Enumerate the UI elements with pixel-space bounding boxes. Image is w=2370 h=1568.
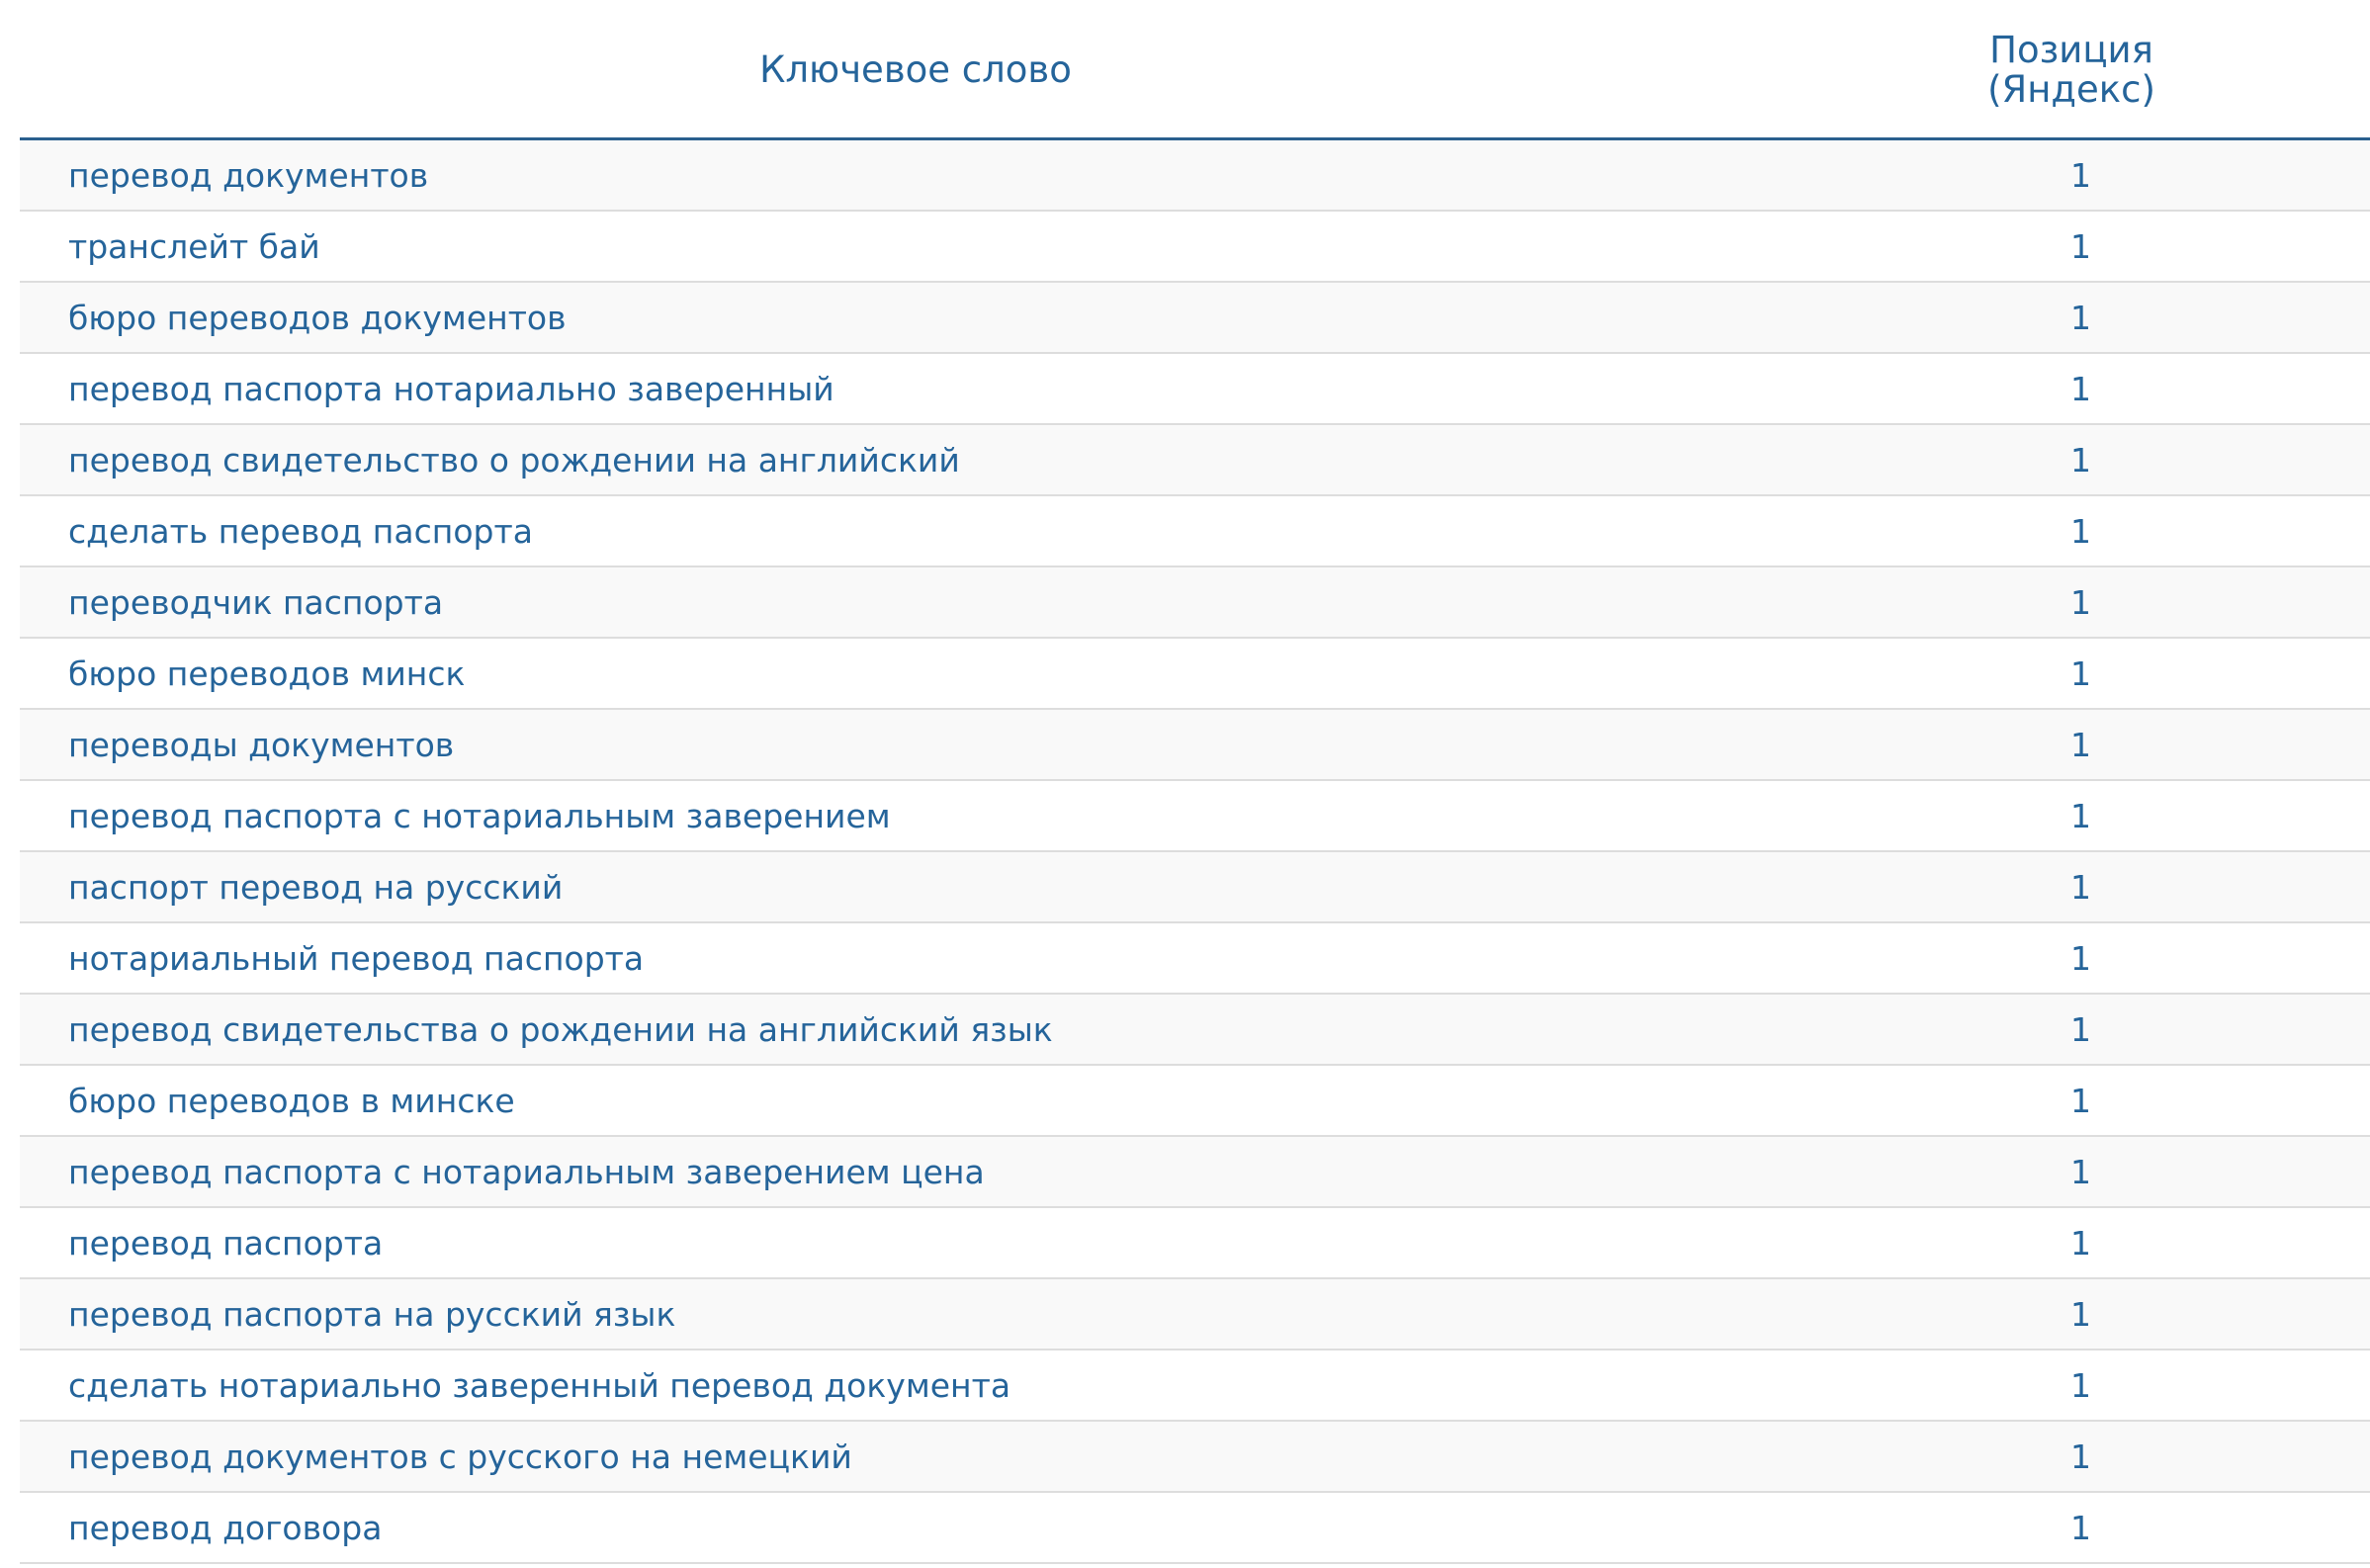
table-row: перевод документов 1: [20, 138, 2370, 212]
position-cell: 1: [1811, 851, 2370, 923]
table-row: нотариальный перевод паспорта 1: [20, 922, 2370, 995]
table-row: переводы документов 1: [20, 709, 2370, 781]
keyword-cell: переводчик паспорта: [20, 566, 1811, 639]
position-cell: 1: [1811, 1492, 2370, 1564]
position-cell: 1: [1811, 1065, 2370, 1137]
table-row: перевод паспорта с нотариальным заверени…: [20, 780, 2370, 852]
keyword-cell: переводы документов: [20, 709, 1811, 781]
table-row: перевод паспорта 1: [20, 1207, 2370, 1279]
position-cell: 1: [1811, 1207, 2370, 1279]
keyword-cell: перевод свидетельство о рождении на англ…: [20, 424, 1811, 496]
position-cell: 1: [1811, 1350, 2370, 1422]
position-cell: 1: [1811, 138, 2370, 212]
table-row: перевод договора 1: [20, 1492, 2370, 1564]
position-header-line2: (Яндекс): [1987, 68, 2155, 111]
keyword-cell: перевод паспорта с нотариальным заверени…: [20, 1136, 1811, 1208]
table-row: транслейт бай 1: [20, 211, 2370, 283]
position-cell: 1: [1811, 1278, 2370, 1350]
keyword-positions-table: Ключевое слово Позиция (Яндекс) перевод …: [20, 0, 2370, 1564]
position-cell: 1: [1811, 566, 2370, 639]
keyword-cell: нотариальный перевод паспорта: [20, 922, 1811, 995]
position-cell: 1: [1811, 1421, 2370, 1493]
position-cell: 1: [1811, 638, 2370, 710]
table-row: перевод свидетельства о рождении на англ…: [20, 994, 2370, 1066]
keyword-cell: бюро переводов в минске: [20, 1065, 1811, 1137]
keyword-cell: перевод документов: [20, 138, 1811, 212]
table-row: перевод паспорта нотариально заверенный 1: [20, 353, 2370, 425]
position-cell: 1: [1811, 282, 2370, 354]
keyword-cell: перевод паспорта на русский язык: [20, 1278, 1811, 1350]
keyword-cell: перевод свидетельства о рождении на англ…: [20, 994, 1811, 1066]
position-cell: 1: [1811, 994, 2370, 1066]
table-row: бюро переводов минск 1: [20, 638, 2370, 710]
table-header-row: Ключевое слово Позиция (Яндекс): [20, 0, 2370, 140]
column-header-keyword: Ключевое слово: [20, 0, 1811, 140]
table-row: перевод свидетельство о рождении на англ…: [20, 424, 2370, 496]
position-cell: 1: [1811, 495, 2370, 567]
table-row: перевод паспорта с нотариальным заверени…: [20, 1136, 2370, 1208]
keyword-cell: перевод договора: [20, 1492, 1811, 1564]
table-row: перевод паспорта на русский язык 1: [20, 1278, 2370, 1350]
table-row: бюро переводов в минске 1: [20, 1065, 2370, 1137]
keyword-cell: сделать перевод паспорта: [20, 495, 1811, 567]
keyword-cell: бюро переводов минск: [20, 638, 1811, 710]
keyword-cell: перевод паспорта с нотариальным заверени…: [20, 780, 1811, 852]
keyword-cell: перевод паспорта нотариально заверенный: [20, 353, 1811, 425]
position-cell: 1: [1811, 922, 2370, 995]
position-cell: 1: [1811, 211, 2370, 283]
position-cell: 1: [1811, 780, 2370, 852]
table-row: перевод документов с русского на немецки…: [20, 1421, 2370, 1493]
position-cell: 1: [1811, 424, 2370, 496]
table-row: переводчик паспорта 1: [20, 566, 2370, 639]
keyword-cell: сделать нотариально заверенный перевод д…: [20, 1350, 1811, 1422]
position-cell: 1: [1811, 709, 2370, 781]
position-cell: 1: [1811, 353, 2370, 425]
keyword-cell: паспорт перевод на русский: [20, 851, 1811, 923]
column-header-position: Позиция (Яндекс): [1811, 0, 2370, 140]
table-row: бюро переводов документов 1: [20, 282, 2370, 354]
keyword-cell: транслейт бай: [20, 211, 1811, 283]
keyword-cell: бюро переводов документов: [20, 282, 1811, 354]
keyword-cell: перевод документов с русского на немецки…: [20, 1421, 1811, 1493]
table-row: сделать нотариально заверенный перевод д…: [20, 1350, 2370, 1422]
table-row: паспорт перевод на русский 1: [20, 851, 2370, 923]
position-cell: 1: [1811, 1136, 2370, 1208]
table-row: сделать перевод паспорта 1: [20, 495, 2370, 567]
position-header-line1: Позиция: [1989, 29, 2153, 71]
keyword-cell: перевод паспорта: [20, 1207, 1811, 1279]
